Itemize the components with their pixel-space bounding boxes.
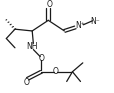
Text: O: O bbox=[46, 0, 52, 9]
Text: N⁻: N⁻ bbox=[90, 17, 99, 26]
Text: O: O bbox=[38, 54, 44, 63]
Text: O: O bbox=[23, 78, 29, 87]
Text: NH: NH bbox=[26, 42, 38, 51]
Text: N⁺: N⁺ bbox=[74, 21, 84, 30]
Text: O: O bbox=[52, 67, 58, 76]
